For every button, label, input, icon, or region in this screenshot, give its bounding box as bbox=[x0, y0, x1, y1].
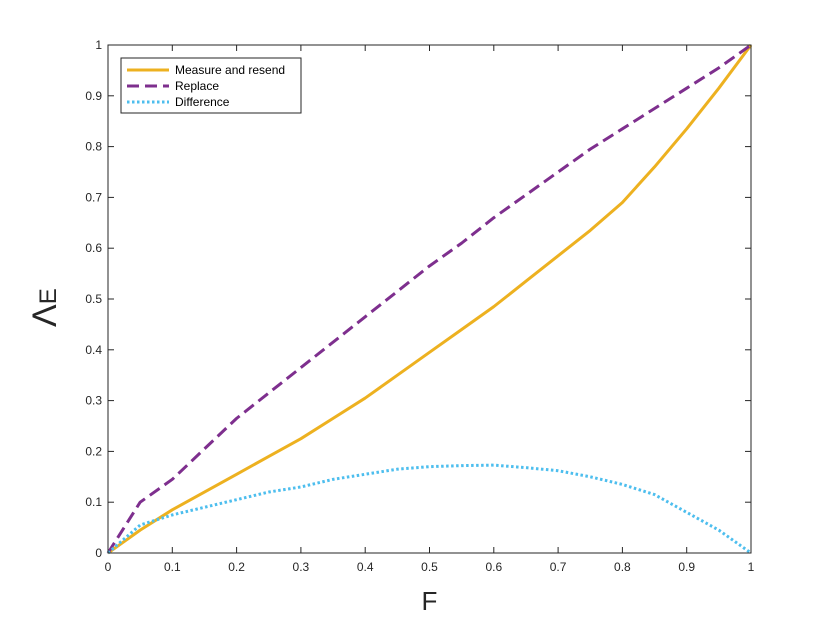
legend-label: Replace bbox=[175, 79, 219, 93]
x-tick-label: 0.3 bbox=[293, 560, 310, 574]
y-tick-label: 0.4 bbox=[85, 343, 102, 357]
y-tick-label: 0.1 bbox=[85, 495, 102, 509]
ticks: 0 0.1 0.2 0.3 0.4 0.5 0.6 0.7 0.8 0.9 1 0 0.1 0.2 0.3 0… bbox=[85, 38, 754, 574]
x-tick-label: 1 bbox=[748, 560, 755, 574]
legend-label: Difference bbox=[175, 95, 230, 109]
x-tick-label: 0.7 bbox=[550, 560, 567, 574]
y-tick-label: 0.3 bbox=[85, 394, 102, 408]
legend-label: Measure and resend bbox=[175, 63, 285, 77]
series-line-replace bbox=[106, 43, 752, 554]
y-tick-label: 0.2 bbox=[85, 444, 102, 458]
y-axis-label: ΛE bbox=[26, 288, 64, 327]
y-axis-label-subscript: E bbox=[35, 288, 62, 304]
x-axis-label: F bbox=[422, 586, 438, 616]
plot-background bbox=[108, 45, 751, 553]
x-tick-label: 0.6 bbox=[485, 560, 502, 574]
plot-area bbox=[108, 45, 751, 553]
legend: Measure and resend Replace Difference bbox=[120, 57, 302, 114]
y-tick-label: 0.7 bbox=[85, 190, 102, 204]
y-tick-label: 0.9 bbox=[85, 89, 102, 103]
series-line-measure-and-resend bbox=[107, 44, 753, 555]
series-layer bbox=[106, 43, 753, 555]
x-tick-label: 0.5 bbox=[421, 560, 438, 574]
y-tick-label: 0.8 bbox=[85, 140, 102, 154]
x-tick-label: 0.4 bbox=[357, 560, 374, 574]
y-tick-label: 1 bbox=[95, 38, 102, 52]
x-tick-label: 0 bbox=[105, 560, 112, 574]
x-tick-label: 0.9 bbox=[678, 560, 695, 574]
series-line-difference bbox=[107, 463, 752, 555]
y-tick-label: 0.6 bbox=[85, 241, 102, 255]
y-axis-label-symbol: Λ bbox=[26, 304, 64, 327]
x-tick-label: 0.1 bbox=[164, 560, 181, 574]
x-tick-label: 0.2 bbox=[228, 560, 245, 574]
x-tick-label: 0.8 bbox=[614, 560, 631, 574]
y-tick-label: 0 bbox=[95, 546, 102, 560]
y-tick-label: 0.5 bbox=[85, 292, 102, 306]
